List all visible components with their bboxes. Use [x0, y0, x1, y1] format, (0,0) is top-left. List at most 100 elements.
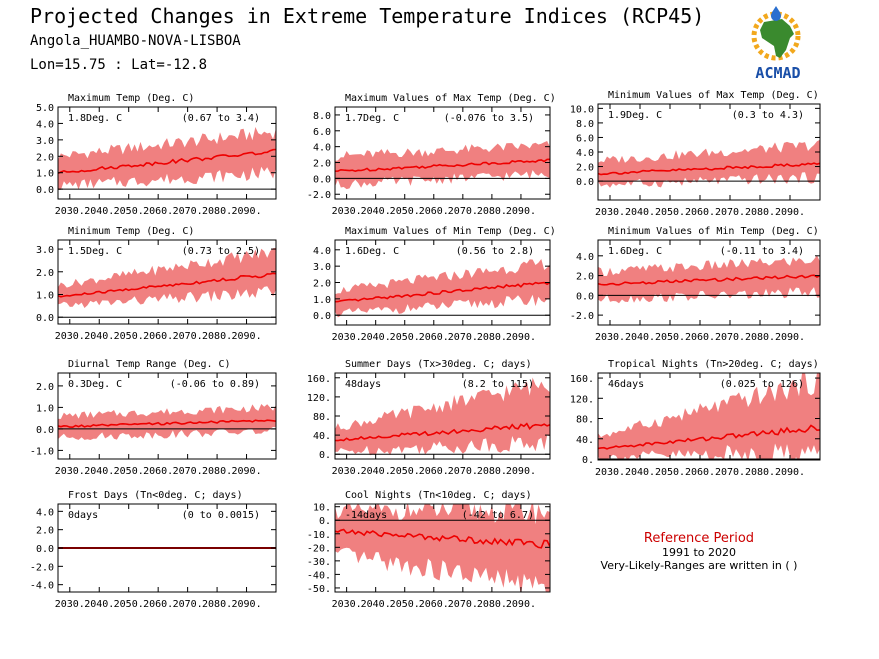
x-tick-label: 2080. [745, 467, 775, 478]
likely-range: (-42 to 6.7) [462, 510, 534, 521]
y-tick-label: 4.0 [576, 252, 594, 263]
x-tick-label: 2030. [332, 466, 362, 477]
x-tick-label: 2030. [595, 207, 625, 218]
y-tick-label: 2.0 [36, 382, 54, 393]
x-tick-label: 2040. [361, 332, 391, 343]
plot-frame [334, 106, 551, 200]
plot-frame [597, 372, 821, 461]
x-tick-label: 2030. [332, 599, 362, 610]
page-title: Projected Changes in Extreme Temperature… [30, 4, 705, 28]
chart-title: Maximum Values of Min Temp (Deg. C) [345, 226, 556, 237]
x-tick-label: 2050. [390, 332, 420, 343]
mean-series-line [335, 422, 550, 442]
x-tick-label: 2080. [477, 332, 507, 343]
y-tick-label: 0.0 [313, 311, 331, 322]
x-tick-label: 2080. [745, 332, 775, 343]
x-tick-label: 2060. [685, 207, 715, 218]
chart-title: Frost Days (Tn<0deg. C; days) [68, 490, 243, 501]
chart-title: Minimum Values of Max Temp (Deg. C) [608, 90, 819, 101]
y-tick-label: 0.0 [576, 177, 594, 188]
change-value: 0.3Deg. C [68, 379, 122, 390]
x-tick-label: 2060. [419, 332, 449, 343]
x-tick-label: 2080. [477, 599, 507, 610]
x-tick-label: 2070. [715, 332, 745, 343]
y-tick-label: 5.0 [36, 103, 54, 114]
y-tick-label: 6.0 [576, 133, 594, 144]
y-tick-label: 4.0 [313, 246, 331, 257]
plot-frame [334, 503, 551, 593]
change-value: 48days [345, 379, 381, 390]
water-drop-icon [771, 6, 781, 21]
x-tick-label: 2070. [448, 332, 478, 343]
x-tick-label: 2040. [361, 466, 391, 477]
change-value: 1.7Deg. C [345, 113, 399, 124]
y-tick-label: 160. [307, 374, 331, 385]
x-tick-label: 2090. [231, 206, 261, 217]
variability-band [335, 377, 550, 456]
change-value: 1.5Deg. C [68, 246, 122, 257]
chart-panel-11: 10. 0. -10. -20. -30. -40. -50.2030.2040.2050.… [307, 490, 551, 610]
chart-title: Maximum Temp (Deg. C) [68, 93, 194, 104]
x-tick-label: 2090. [506, 206, 536, 217]
y-tick-label: 10. [313, 503, 331, 514]
y-tick-label: 4.0 [313, 143, 331, 154]
variability-band [598, 139, 820, 188]
y-tick-label: 80. [576, 415, 594, 426]
x-tick-label: 2090. [231, 599, 261, 610]
variability-band [335, 504, 550, 592]
x-tick-label: 2060. [143, 206, 173, 217]
y-tick-label: 0.0 [36, 313, 54, 324]
y-tick-label: 2.0 [36, 526, 54, 537]
change-value: 1.6Deg. C [608, 246, 662, 257]
acmad-logo: ACMAD [751, 6, 801, 82]
mean-series-line [598, 162, 820, 176]
mean-series-line [598, 274, 820, 286]
x-tick-label: 2050. [655, 207, 685, 218]
x-tick-label: 2060. [685, 467, 715, 478]
x-tick-label: 2070. [448, 599, 478, 610]
y-tick-label: -10. [307, 530, 331, 541]
y-tick-label: 8.0 [313, 111, 331, 122]
x-tick-label: 2050. [655, 332, 685, 343]
x-tick-label: 2070. [173, 466, 203, 477]
x-tick-label: 2050. [114, 599, 144, 610]
mean-series-line [58, 272, 276, 298]
chart-title: Minimum Values of Min Temp (Deg. C) [608, 226, 819, 237]
y-tick-label: -2.0 [307, 190, 331, 201]
change-value: 1.6Deg. C [345, 246, 399, 257]
likely-range: (0.56 to 2.8) [456, 246, 534, 257]
x-tick-label: 2030. [55, 599, 85, 610]
y-tick-label: -50. [307, 584, 331, 595]
x-tick-label: 2070. [715, 207, 745, 218]
y-tick-label: -1.0 [30, 446, 54, 457]
y-tick-label: -40. [307, 570, 331, 581]
y-tick-label: 0. [319, 450, 331, 461]
plot-frame [57, 239, 277, 325]
chart-title: Maximum Values of Max Temp (Deg. C) [345, 93, 556, 104]
chart-panel-5: 4.0 3.0 2.0 1.0 0.02030.2040.2050.2060.2070.… [313, 226, 556, 343]
x-tick-label: 2080. [202, 331, 232, 342]
y-tick-label: 0.0 [36, 425, 54, 436]
x-tick-label: 2090. [506, 466, 536, 477]
y-tick-label: 80. [313, 412, 331, 423]
y-tick-label: 3.0 [313, 262, 331, 273]
likely-range: (-0.06 to 0.89) [170, 379, 260, 390]
y-tick-label: 0.0 [576, 291, 594, 302]
y-tick-label: -4.0 [30, 581, 54, 592]
x-tick-label: 2080. [477, 466, 507, 477]
x-tick-label: 2060. [143, 599, 173, 610]
y-tick-label: 8.0 [576, 119, 594, 130]
mean-series-line [598, 424, 820, 450]
y-tick-label: 2.0 [313, 279, 331, 290]
likely-range: (0.025 to 126) [720, 379, 804, 390]
likely-range: (-0.076 to 3.5) [444, 113, 534, 124]
y-tick-label: -30. [307, 557, 331, 568]
reference-title: Reference Period [643, 531, 755, 546]
y-tick-label: -2.0 [30, 562, 54, 573]
y-tick-label: 0. [582, 455, 594, 466]
y-tick-label: 3.0 [36, 136, 54, 147]
